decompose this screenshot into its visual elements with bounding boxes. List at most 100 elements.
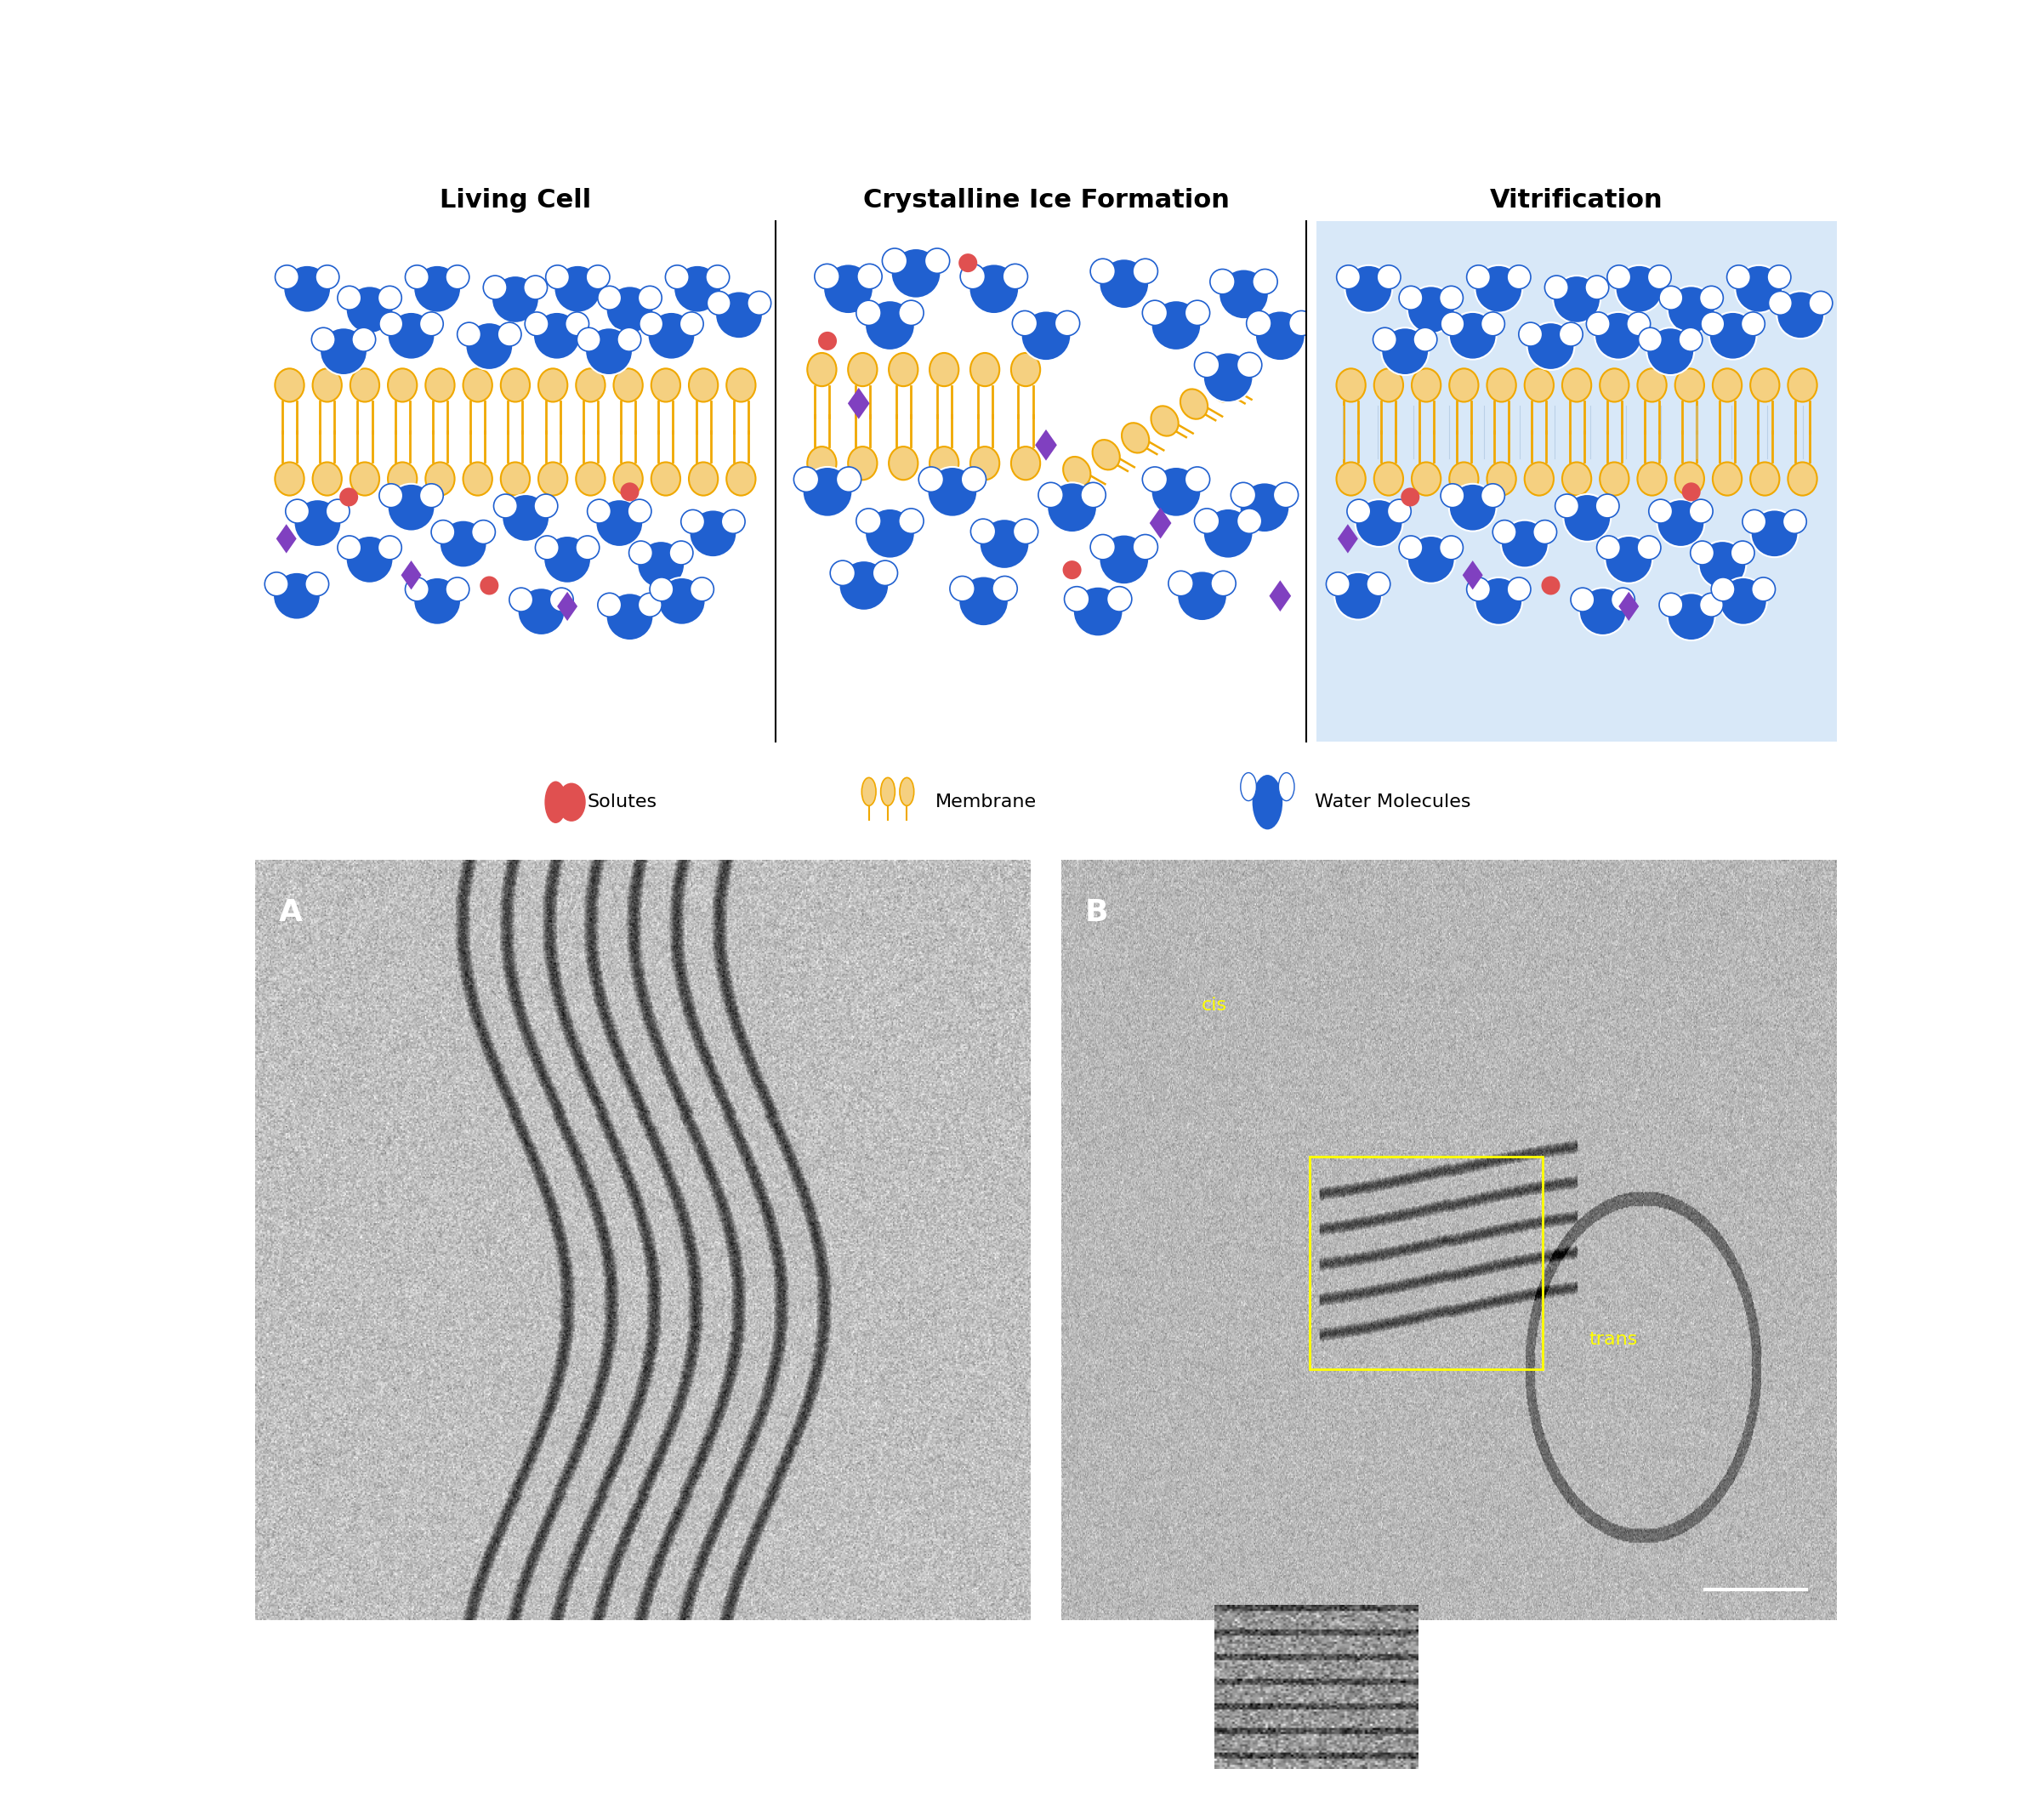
Ellipse shape <box>665 266 690 289</box>
Ellipse shape <box>1210 571 1237 595</box>
Ellipse shape <box>1398 535 1423 559</box>
Ellipse shape <box>535 495 557 519</box>
Ellipse shape <box>1788 462 1816 495</box>
Ellipse shape <box>1441 484 1463 508</box>
Ellipse shape <box>888 353 918 386</box>
Ellipse shape <box>457 322 482 346</box>
Ellipse shape <box>576 368 604 402</box>
Ellipse shape <box>818 331 837 349</box>
Ellipse shape <box>535 535 559 559</box>
Ellipse shape <box>1047 482 1096 533</box>
Ellipse shape <box>616 328 641 351</box>
Text: Water Molecules: Water Molecules <box>1314 794 1472 810</box>
Ellipse shape <box>1506 577 1531 601</box>
Title: Vitrification: Vitrification <box>1490 187 1663 213</box>
Ellipse shape <box>1492 521 1516 544</box>
Ellipse shape <box>972 519 996 544</box>
Ellipse shape <box>1476 266 1523 313</box>
Ellipse shape <box>1449 368 1478 402</box>
Ellipse shape <box>1439 535 1463 559</box>
Ellipse shape <box>578 328 600 351</box>
Ellipse shape <box>639 286 661 309</box>
Ellipse shape <box>1712 462 1741 495</box>
Ellipse shape <box>1412 328 1437 351</box>
Ellipse shape <box>823 264 874 313</box>
Ellipse shape <box>898 508 925 533</box>
Ellipse shape <box>1482 484 1504 508</box>
Ellipse shape <box>857 300 882 326</box>
Ellipse shape <box>1063 457 1090 486</box>
Ellipse shape <box>1616 266 1663 313</box>
Ellipse shape <box>992 577 1016 601</box>
Ellipse shape <box>1151 300 1200 349</box>
Ellipse shape <box>1398 286 1423 309</box>
Ellipse shape <box>882 248 906 273</box>
Text: trans: trans <box>1588 1330 1637 1349</box>
Ellipse shape <box>690 577 714 601</box>
Ellipse shape <box>639 593 661 617</box>
Ellipse shape <box>1596 495 1619 519</box>
Ellipse shape <box>492 275 539 324</box>
Ellipse shape <box>837 468 861 491</box>
Ellipse shape <box>431 521 455 544</box>
Ellipse shape <box>1586 311 1610 335</box>
Text: Solutes: Solutes <box>588 794 657 810</box>
Ellipse shape <box>714 291 763 339</box>
Ellipse shape <box>1731 541 1755 564</box>
Ellipse shape <box>929 353 959 386</box>
Ellipse shape <box>1676 368 1704 402</box>
Ellipse shape <box>445 577 469 601</box>
Ellipse shape <box>969 264 1018 313</box>
Ellipse shape <box>814 264 839 289</box>
Ellipse shape <box>1002 264 1029 289</box>
Ellipse shape <box>629 541 653 564</box>
Ellipse shape <box>1727 266 1751 289</box>
Ellipse shape <box>1682 482 1700 500</box>
Ellipse shape <box>351 328 376 351</box>
Ellipse shape <box>265 571 288 595</box>
Ellipse shape <box>1708 311 1757 360</box>
Ellipse shape <box>539 462 567 495</box>
Ellipse shape <box>925 248 949 273</box>
Ellipse shape <box>969 446 1000 480</box>
Ellipse shape <box>1327 571 1349 595</box>
Ellipse shape <box>1449 311 1496 360</box>
Ellipse shape <box>614 462 643 495</box>
Title: Crystalline Ice Formation: Crystalline Ice Formation <box>863 187 1229 213</box>
Ellipse shape <box>639 311 663 335</box>
Ellipse shape <box>888 446 918 480</box>
Ellipse shape <box>380 311 402 335</box>
Ellipse shape <box>351 368 380 402</box>
Ellipse shape <box>480 577 498 595</box>
Ellipse shape <box>1657 499 1704 546</box>
Text: cis: cis <box>1200 997 1227 1014</box>
Ellipse shape <box>927 468 978 517</box>
Polygon shape <box>1463 561 1484 590</box>
Ellipse shape <box>1659 286 1684 309</box>
Ellipse shape <box>1610 588 1635 612</box>
Ellipse shape <box>1012 311 1037 335</box>
Ellipse shape <box>747 291 771 315</box>
Title: Living Cell: Living Cell <box>439 187 592 213</box>
Ellipse shape <box>900 777 914 806</box>
Ellipse shape <box>1768 291 1792 315</box>
Ellipse shape <box>1039 482 1063 508</box>
Ellipse shape <box>588 499 610 522</box>
Ellipse shape <box>865 508 914 559</box>
Ellipse shape <box>463 462 492 495</box>
Ellipse shape <box>1808 291 1833 315</box>
Ellipse shape <box>649 577 674 601</box>
Ellipse shape <box>682 510 704 533</box>
Ellipse shape <box>847 353 878 386</box>
Ellipse shape <box>1600 368 1629 402</box>
Ellipse shape <box>500 462 531 495</box>
Ellipse shape <box>1237 508 1261 533</box>
Ellipse shape <box>276 266 298 289</box>
Ellipse shape <box>586 328 633 375</box>
Ellipse shape <box>337 535 361 559</box>
Ellipse shape <box>545 266 569 289</box>
Ellipse shape <box>1123 422 1149 453</box>
Polygon shape <box>276 524 296 553</box>
Ellipse shape <box>1541 577 1559 595</box>
Ellipse shape <box>808 446 837 480</box>
